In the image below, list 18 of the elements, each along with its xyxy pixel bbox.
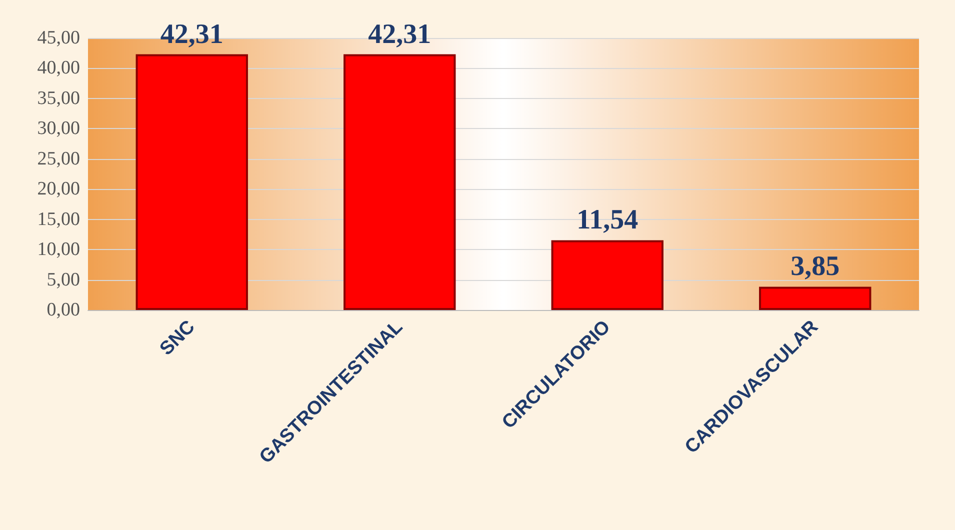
- y-tick-label: 45,00: [37, 28, 80, 48]
- data-label: 42,31: [368, 18, 432, 50]
- y-tick-label: 25,00: [37, 148, 80, 170]
- bar: [344, 54, 456, 310]
- y-tick-label: 20,00: [37, 178, 80, 200]
- bar: [759, 286, 872, 310]
- y-tick-label: 30,00: [37, 118, 80, 140]
- y-tick-label: 35,00: [37, 88, 80, 109]
- bar: [136, 54, 248, 310]
- data-label: 11,54: [576, 204, 638, 236]
- y-tick-label: 15,00: [37, 208, 80, 230]
- y-tick-label: 40,00: [37, 58, 80, 79]
- y-tick-label: 5,00: [46, 269, 80, 290]
- data-label: 42,31: [160, 18, 224, 50]
- y-tick-label: 0,00: [46, 300, 80, 320]
- bar: [551, 240, 664, 310]
- y-tick-label: 10,00: [37, 239, 80, 260]
- data-label: 3,85: [790, 251, 840, 282]
